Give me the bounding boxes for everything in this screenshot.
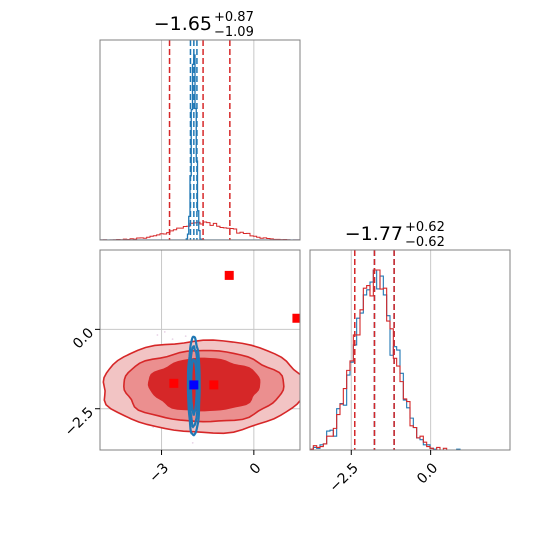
histogram-red (310, 269, 510, 450)
panel-title-upper-error: +0.62 (405, 220, 445, 235)
contour-blue (186, 335, 201, 437)
sample-point (156, 334, 159, 336)
panel-title-lower-error: −0.62 (405, 235, 445, 250)
panel-title-value: −1.65 (154, 13, 212, 35)
panel-frame (99, 249, 301, 451)
marker-red (169, 378, 179, 388)
x-tick-label: 0.0 (414, 460, 441, 487)
panel-frame (99, 39, 301, 241)
marker-red (292, 313, 300, 323)
sample-point (184, 335, 187, 338)
x-tick-label: 0 (247, 460, 265, 478)
histogram-blue (100, 54, 300, 240)
histogram-red (100, 221, 300, 240)
panel-frame (309, 249, 511, 451)
panel-bottom-left: −3 0 0.0 −2.5 (62, 249, 301, 486)
marker-red (209, 380, 219, 390)
panel-title-value: −1.77 (345, 223, 403, 245)
contour-red-inner (147, 357, 261, 412)
marker-red (224, 270, 234, 280)
panel-title-upper-error: +0.87 (214, 10, 254, 25)
panel-top-left: −1.65 +0.87 −1.09 (99, 10, 301, 241)
y-tick-label: 0.0 (70, 325, 97, 352)
marker-blue (189, 380, 199, 390)
x-tick-label: −2.5 (327, 460, 362, 495)
x-tick-label: −3 (146, 460, 172, 486)
sample-point (191, 441, 194, 444)
panel-title-lower-error: −1.09 (214, 25, 254, 40)
sample-point (171, 338, 174, 341)
panel-bottom-right: −2.5 0.0 −1.77 +0.62 −0.62 (309, 220, 511, 496)
y-tick-label: −2.5 (62, 404, 97, 439)
sample-point (163, 331, 166, 333)
